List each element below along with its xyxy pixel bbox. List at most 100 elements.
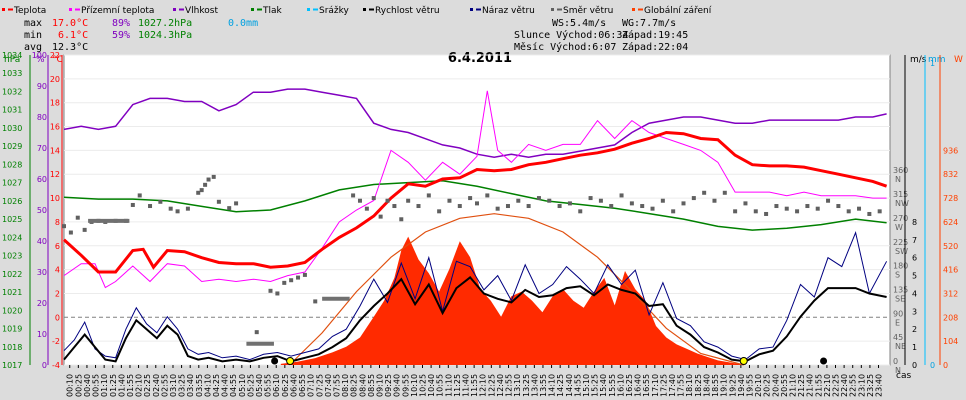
wind-direction-point xyxy=(62,224,66,229)
ms-tick-label: 3 xyxy=(912,307,917,316)
dir-tick-label: 315 xyxy=(893,190,908,199)
stats-max-temp: 17.0°C xyxy=(52,18,88,29)
dir-name-label: SE xyxy=(895,294,905,303)
temp-tick-label: -4 xyxy=(52,361,60,370)
dir-name-label: W xyxy=(895,223,903,232)
wind-direction-point xyxy=(609,204,614,209)
temp-tick-label: 20 xyxy=(50,75,60,84)
wind-direction-point xyxy=(547,198,552,203)
wind-direction-point xyxy=(399,217,404,222)
x-tick-label: 01:40 xyxy=(117,374,126,397)
x-tick-label: 18:25 xyxy=(694,374,703,397)
legend-swatch xyxy=(307,8,310,11)
w-tick-label: 416 xyxy=(943,266,958,275)
wind-direction-point xyxy=(764,211,769,216)
temp-tick-label: 14 xyxy=(50,146,60,155)
x-tick-label: 11:10 xyxy=(444,374,453,397)
temp-axis-title: °C xyxy=(52,55,63,65)
x-tick-label: 07:40 xyxy=(324,374,333,397)
x-tick-label: 22:40 xyxy=(840,374,849,397)
x-tick-label: 21:25 xyxy=(797,374,806,397)
x-tick-label: 03:55 xyxy=(195,374,204,397)
pct-tick-label: 80 xyxy=(37,113,47,122)
wind-direction-point xyxy=(557,204,562,209)
pct-tick-label: 90 xyxy=(37,82,47,91)
info-sun: Slunce Východ:06:34 xyxy=(514,29,628,41)
wind-direction-point xyxy=(805,204,810,209)
wind-direction-point xyxy=(275,291,280,296)
x-tick-label: 12:55 xyxy=(505,374,514,397)
pct-tick-label: 100 xyxy=(32,51,47,60)
temperature-line xyxy=(62,130,888,274)
hpa-tick-label: 1018 xyxy=(2,343,22,352)
x-tick-label: 10:40 xyxy=(427,374,436,397)
legend-entry: Globální záření xyxy=(644,6,712,16)
x-tick-label: 14:55 xyxy=(573,374,582,397)
wind-direction-point xyxy=(392,204,397,209)
wind-direction-point xyxy=(371,196,376,201)
temp-tick-label: 18 xyxy=(50,99,60,108)
hpa-tick-label: 1021 xyxy=(2,288,22,297)
x-tick-label: 07:25 xyxy=(315,374,324,397)
hpa-tick-label: 1017 xyxy=(2,361,22,370)
wind-direction-point xyxy=(313,299,318,304)
pct-axis-title: % xyxy=(36,55,45,65)
legend-entry: Náraz větru xyxy=(482,6,535,16)
ms-tick-label: 7 xyxy=(912,236,917,245)
wind-direction-point xyxy=(526,204,531,209)
wind-direction-point xyxy=(475,201,479,206)
x-tick-label: 08:40 xyxy=(358,374,367,397)
x-tick-label: 02:10 xyxy=(135,374,144,397)
x-tick-label: 18:40 xyxy=(702,374,711,397)
wind-direction-point xyxy=(426,193,431,198)
wind-direction-point xyxy=(254,330,259,335)
x-tick-label: 22:25 xyxy=(832,374,841,397)
w-tick-label: 0 xyxy=(943,361,948,370)
hpa-tick-label: 1020 xyxy=(2,306,22,315)
x-tick-label: 00:10 xyxy=(66,374,75,397)
wind-speed-line xyxy=(63,276,887,363)
x-tick-label: 02:40 xyxy=(152,374,161,397)
wind-direction-point xyxy=(82,227,87,232)
wind-direction-point xyxy=(516,198,521,203)
hpa-tick-label: 1024 xyxy=(2,233,22,242)
x-tick-label: 05:55 xyxy=(264,374,273,397)
wind-direction-point xyxy=(437,209,442,214)
wind-direction-point xyxy=(598,198,603,203)
x-tick-label: 12:40 xyxy=(496,374,505,397)
temp-tick-label: 4 xyxy=(55,266,60,275)
hpa-tick-label: 1030 xyxy=(2,124,22,133)
x-tick-label: 11:40 xyxy=(462,374,471,397)
x-tick-label: 17:55 xyxy=(677,374,686,397)
stats-avg-temp: 12.3°C xyxy=(52,42,88,53)
legend-swatch xyxy=(251,8,254,11)
wind-direction-point xyxy=(795,209,800,214)
stats-min-temp: 6.1°C xyxy=(58,30,88,41)
x-tick-label: 09:10 xyxy=(375,374,384,397)
wind-direction-point xyxy=(640,204,645,209)
pct-tick-label: 30 xyxy=(37,268,47,277)
stats-max-rain: 0.0mm xyxy=(228,18,258,29)
legend-swatch xyxy=(551,8,554,11)
x-tick-label: 05:10 xyxy=(238,374,247,397)
w-tick-label: 624 xyxy=(943,218,958,227)
wind-direction-point xyxy=(296,275,301,280)
w-tick-label: 936 xyxy=(943,146,958,155)
wind-direction-point xyxy=(130,202,135,207)
x-tick-label: 14:25 xyxy=(556,374,565,397)
x-tick-label: 16:55 xyxy=(642,374,651,397)
x-tick-label: 02:25 xyxy=(143,374,152,397)
x-tick-label: 13:40 xyxy=(530,374,539,397)
temp-tick-label: 8 xyxy=(55,218,60,227)
wind-direction-point xyxy=(302,272,307,277)
legend-swatch xyxy=(173,8,176,11)
wind-direction-point xyxy=(289,278,294,283)
wind-direction-point xyxy=(784,206,789,211)
mm-tick-label: 0 xyxy=(930,361,935,370)
x-tick-label: 20:10 xyxy=(754,374,763,397)
x-tick-label: 23:40 xyxy=(875,374,884,397)
wind-direction-point xyxy=(629,201,634,206)
axis-ticks: -4-2024681012141618202210171018101910201… xyxy=(2,51,958,397)
wind-direction-point xyxy=(536,196,541,201)
x-tick-label: 17:10 xyxy=(651,374,660,397)
